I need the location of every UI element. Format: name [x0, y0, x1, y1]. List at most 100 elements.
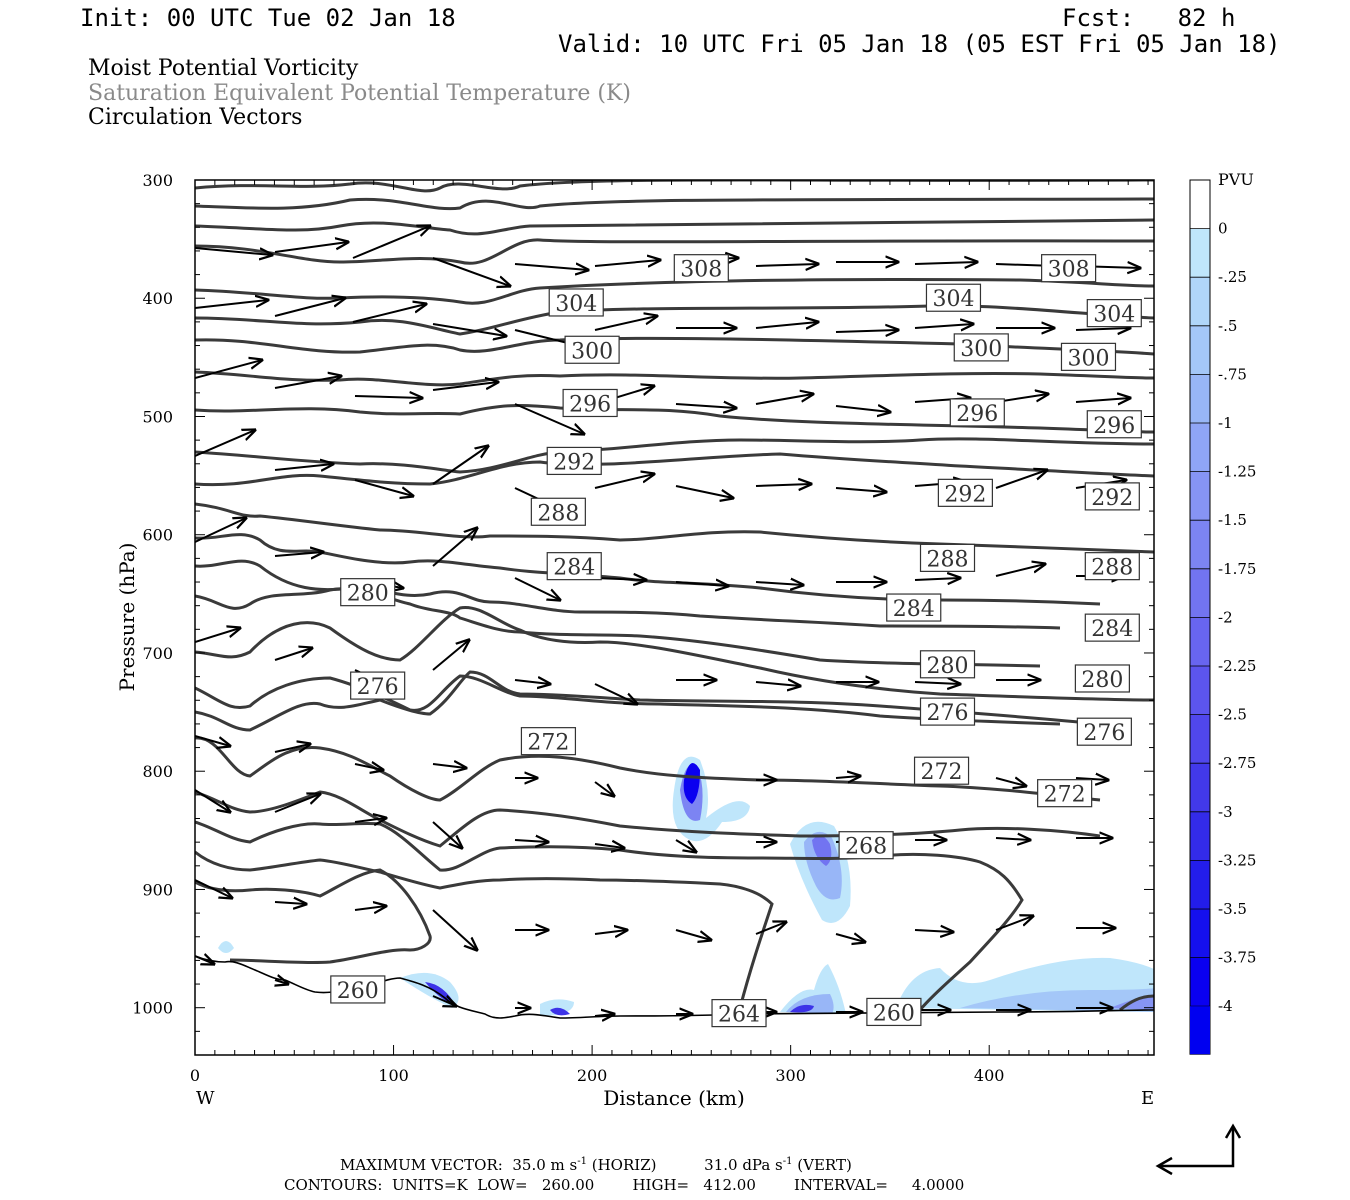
- wind-vector: [835, 406, 890, 412]
- contour-label: 272: [520, 727, 577, 756]
- circulation-vectors: [195, 226, 1140, 1016]
- colorbar-swatch: [1190, 180, 1210, 229]
- pv-blob: [790, 1004, 814, 1013]
- contour-label: 300: [1060, 342, 1117, 371]
- wind-vector: [274, 376, 341, 389]
- contour-line: [195, 606, 1154, 702]
- wind-vector: [914, 682, 960, 684]
- svg-text:272: 272: [527, 731, 569, 756]
- colorbar-swatch: [1190, 374, 1210, 423]
- wind-vector: [352, 304, 426, 323]
- wind-vector: [914, 930, 953, 932]
- svg-text:304: 304: [555, 292, 597, 317]
- svg-text:260: 260: [873, 1001, 915, 1026]
- colorbar-label: -4: [1218, 997, 1233, 1015]
- wind-vector: [594, 316, 657, 331]
- wind-vector: [432, 528, 477, 567]
- max-vector-note: MAXIMUM VECTOR: 35.0 m s-1 (HORIZ) 31.0 …: [340, 1156, 852, 1174]
- contour-label: 272: [1037, 779, 1093, 808]
- wind-vector: [274, 902, 306, 904]
- svg-text:264: 264: [718, 1003, 760, 1028]
- contour-line: [195, 304, 1154, 336]
- wind-vector: [995, 470, 1047, 489]
- wind-vector: [354, 479, 413, 496]
- contour-line: [195, 587, 1041, 668]
- colorbar-swatch: [1190, 763, 1210, 812]
- wind-vector: [835, 776, 860, 778]
- field-title-mpv: Moist Potential Vorticity: [88, 56, 359, 81]
- contour-line: [195, 197, 1154, 211]
- contour-label: 304: [925, 283, 982, 312]
- contour-line: [195, 452, 1154, 487]
- contour-line: [195, 277, 1154, 305]
- contour-line: [195, 370, 1154, 387]
- wind-vector: [914, 324, 973, 328]
- contour-label: 304: [548, 288, 604, 317]
- field-title-thetaes: Saturation Equivalent Potential Temperat…: [88, 81, 631, 106]
- wind-vector: [914, 578, 960, 580]
- colorbar-swatch: [1190, 568, 1210, 618]
- wind-vector: [432, 821, 462, 848]
- contour-line: [195, 404, 1154, 434]
- colorbar-label: -3.25: [1218, 851, 1256, 869]
- wind-vector: [274, 464, 333, 470]
- colorbar-swatch: [1190, 860, 1210, 909]
- contour-line: [195, 670, 1101, 732]
- colorbar-label: -1: [1218, 414, 1233, 432]
- wind-vector: [835, 330, 898, 332]
- colorbar-swatch: [1190, 811, 1210, 861]
- contour-line: [195, 502, 1154, 554]
- svg-text:284: 284: [893, 597, 935, 622]
- wind-vector: [195, 430, 255, 457]
- x-axis-title: Distance (km): [603, 1086, 745, 1110]
- wind-vector: [755, 922, 786, 935]
- colorbar-label: -.75: [1218, 365, 1247, 383]
- colorbar-label: -.5: [1218, 317, 1237, 335]
- svg-text:304: 304: [1093, 303, 1135, 328]
- y-tick-label: 400: [142, 289, 173, 308]
- wind-vector: [354, 396, 422, 398]
- contour-label: 304: [1086, 299, 1142, 328]
- wind-vector: [352, 226, 430, 259]
- y-tick-label: 500: [142, 407, 173, 426]
- wind-vector: [835, 934, 865, 942]
- x-tick-label: 200: [577, 1066, 608, 1085]
- wind-vector: [274, 298, 345, 317]
- svg-text:292: 292: [553, 450, 595, 475]
- pv-blob: [683, 762, 700, 804]
- wind-vector: [1075, 328, 1130, 330]
- y-axis-title: Pressure (hPa): [115, 543, 139, 692]
- svg-text:288: 288: [537, 501, 579, 526]
- contour-label: 276: [919, 697, 976, 726]
- wind-vector: [514, 403, 584, 434]
- contour-label: 308: [1041, 254, 1097, 283]
- colorbar-label: -1.25: [1218, 463, 1256, 481]
- wind-vector: [514, 680, 550, 684]
- colorbar-label: -2: [1218, 608, 1233, 626]
- colorbar-label: -2.5: [1218, 706, 1247, 724]
- wind-vector: [675, 929, 711, 940]
- wind-vector: [755, 264, 818, 266]
- wind-vector: [1075, 778, 1108, 780]
- wind-vector: [432, 640, 469, 671]
- wind-vector: [432, 909, 477, 950]
- contour-label: 264: [711, 999, 767, 1028]
- colorbar-label: -1.75: [1218, 560, 1256, 578]
- init-time: Init: 00 UTC Tue 02 Jan 18: [80, 4, 456, 32]
- contour-label: 296: [562, 388, 618, 417]
- wind-vector: [195, 735, 230, 746]
- wind-vector: [195, 628, 240, 643]
- wind-vector: [275, 980, 288, 984]
- wind-vector: [195, 879, 232, 898]
- contour-label: 292: [546, 446, 602, 475]
- wind-vector: [514, 577, 560, 600]
- contour-label: 288: [530, 497, 586, 526]
- colorbar-swatch: [1190, 277, 1210, 326]
- svg-text:288: 288: [927, 547, 969, 572]
- forecast-hour: Fcst: 82 h: [1062, 4, 1236, 32]
- contour-label: 276: [350, 671, 406, 700]
- svg-text:280: 280: [1081, 668, 1123, 693]
- svg-text:272: 272: [921, 760, 963, 785]
